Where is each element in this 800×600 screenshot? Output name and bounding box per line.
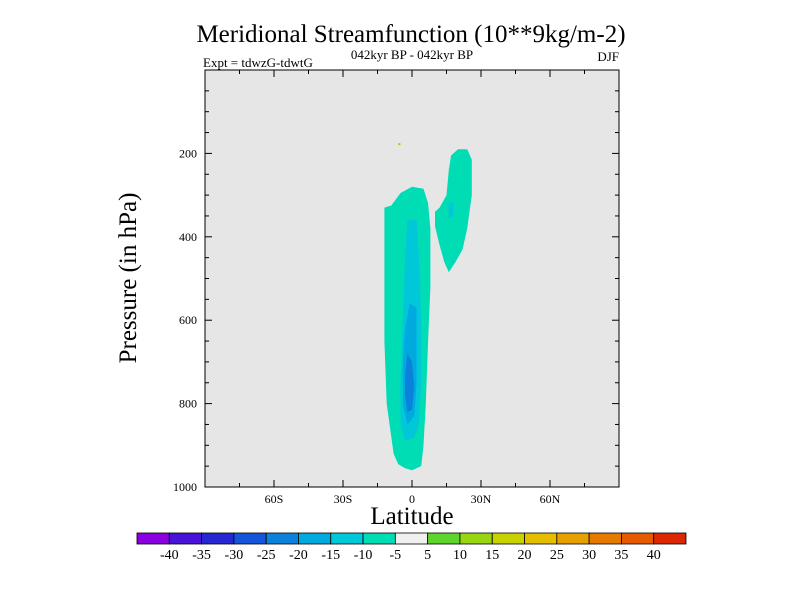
colorbar-swatch	[556, 532, 590, 545]
chart-subtitle-left: Expt = tdwzG-tdwtG	[203, 55, 313, 70]
colorbar-swatch	[459, 532, 493, 545]
chart-subtitle-center: 042kyr BP - 042kyr BP	[351, 47, 473, 62]
colorbar-swatch	[362, 532, 396, 545]
colorbar-label: -35	[192, 548, 211, 563]
colorbar-label: 10	[453, 548, 467, 563]
colorbar-label: -30	[225, 548, 244, 563]
y-tick-label: 800	[179, 397, 197, 411]
x-tick-label: 30N	[471, 492, 492, 506]
colorbar-label: 15	[485, 548, 499, 563]
colorbar-swatch	[168, 532, 202, 545]
y-axis-label: Pressure (in hPa)	[115, 193, 142, 364]
contour-regions	[384, 143, 472, 471]
colorbar-label: -5	[390, 548, 402, 563]
colorbar-swatch	[427, 532, 461, 545]
colorbar-swatch	[524, 532, 558, 545]
cell-north-level-15	[448, 201, 454, 218]
chart-subtitle-right: DJF	[597, 49, 619, 64]
colorbar-swatch	[621, 532, 655, 545]
colorbar-label: 35	[614, 548, 628, 563]
colorbar-label: 5	[424, 548, 431, 563]
colorbar-swatch	[653, 532, 687, 545]
colorbar-swatch	[588, 532, 622, 545]
plot-frame	[204, 69, 620, 488]
colorbar-label: 20	[518, 548, 532, 563]
colorbar-label: 30	[582, 548, 596, 563]
colorbar-swatch	[265, 532, 299, 545]
x-tick-label: 30S	[334, 492, 353, 506]
colorbar-label: 25	[550, 548, 564, 563]
axis-ticks: 60S 30S 0 30N 60N 200 400 600 800 1000	[173, 70, 619, 506]
colorbar-swatch	[491, 532, 525, 545]
x-tick-label: 0	[409, 492, 415, 506]
x-axis-label: Latitude	[370, 503, 453, 530]
colorbar-swatch	[233, 532, 267, 545]
y-tick-label: 400	[179, 230, 197, 244]
colorbar-swatch	[136, 532, 170, 545]
colorbar-swatch	[201, 532, 235, 545]
colorbar-label: 40	[647, 548, 661, 563]
colorbar: -40 -35 -30 -25 -20 -15 -10 -5 5 10 15 20 25 30 35 40	[136, 532, 687, 563]
colorbar-label: -10	[354, 548, 373, 563]
y-tick-label: 200	[179, 146, 197, 160]
colorbar-label: -40	[160, 548, 179, 563]
speck-level-10	[398, 143, 401, 146]
cell-main-level-25	[405, 353, 415, 412]
colorbar-label: -20	[289, 548, 308, 563]
colorbar-swatch	[298, 532, 332, 545]
colorbar-label: -25	[257, 548, 276, 563]
colorbar-label: -15	[321, 548, 340, 563]
y-tick-label: 600	[179, 313, 197, 327]
chart-title: Meridional Streamfunction (10**9kg/m-2)	[196, 21, 625, 48]
colorbar-swatch	[394, 532, 429, 545]
x-tick-label: 60S	[265, 492, 284, 506]
x-tick-label: 60N	[540, 492, 561, 506]
y-tick-label: 1000	[173, 480, 197, 494]
colorbar-swatch	[330, 532, 364, 545]
